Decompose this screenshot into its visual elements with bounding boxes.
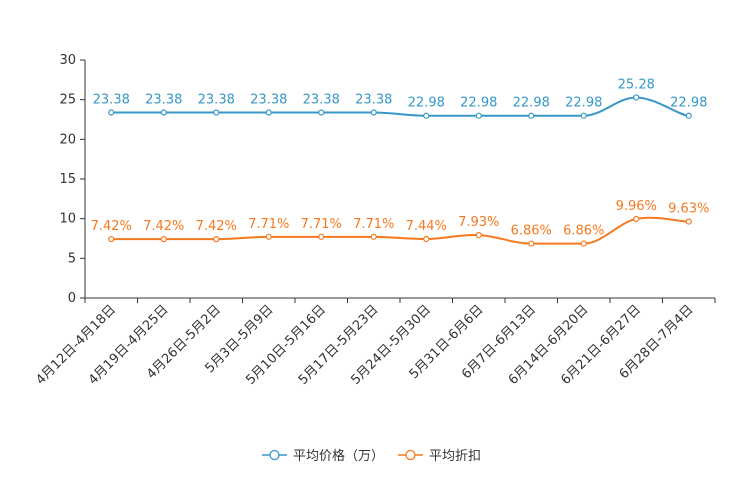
series-line <box>111 216 689 245</box>
legend-item-1[interactable]: 平均折扣 <box>398 449 481 464</box>
data-point[interactable] <box>580 112 587 119</box>
data-point[interactable] <box>475 112 482 119</box>
data-label: 7.71% <box>301 217 342 232</box>
data-point[interactable] <box>528 112 535 119</box>
data-point[interactable] <box>160 109 167 116</box>
data-label: 23.38 <box>303 93 340 108</box>
data-label: 22.98 <box>670 96 707 111</box>
data-point[interactable] <box>213 109 220 116</box>
data-label: 9.63% <box>668 202 709 217</box>
data-point[interactable] <box>423 112 430 119</box>
data-label: 7.42% <box>91 219 132 234</box>
data-point[interactable] <box>633 94 640 101</box>
legend-swatch-marker <box>269 449 280 461</box>
data-label: 6.86% <box>563 224 604 239</box>
y-tick-label: 20 <box>59 132 76 147</box>
data-label: 22.98 <box>460 96 497 111</box>
data-label: 25.28 <box>618 77 655 92</box>
y-tick-label: 15 <box>59 172 76 187</box>
data-point[interactable] <box>685 218 692 225</box>
data-label: 22.98 <box>513 96 550 111</box>
legend-swatch-marker <box>405 449 416 461</box>
data-label: 6.86% <box>511 224 552 239</box>
data-point[interactable] <box>265 109 272 116</box>
data-label: 23.38 <box>198 93 235 108</box>
legend-label: 平均价格（万） <box>293 448 384 464</box>
data-point[interactable] <box>370 109 377 116</box>
data-point[interactable] <box>265 233 272 240</box>
data-label: 7.42% <box>196 219 237 234</box>
series-line <box>111 96 689 117</box>
data-point[interactable] <box>475 231 482 239</box>
legend-label: 平均折扣 <box>429 449 481 464</box>
data-point[interactable] <box>633 215 640 223</box>
data-label: 22.98 <box>408 96 445 111</box>
y-tick-label: 0 <box>68 291 76 306</box>
data-label: 7.71% <box>248 217 289 232</box>
data-label: 7.71% <box>353 217 394 232</box>
series-0: 23.38 23.38 23.38 23.38 23.38 23.38 22.98 22.98… <box>93 77 707 119</box>
legend-item-0[interactable]: 平均价格（万） <box>262 448 384 464</box>
data-point[interactable] <box>528 240 535 247</box>
data-point[interactable] <box>318 233 325 240</box>
data-label: 23.38 <box>145 93 182 108</box>
data-point[interactable] <box>108 109 115 116</box>
y-tick-label: 30 <box>59 53 76 68</box>
data-point[interactable] <box>580 240 587 247</box>
series-layer: 23.38 23.38 23.38 23.38 23.38 23.38 22.98 22.98… <box>91 77 709 247</box>
series-1: 7.42% 7.42% 7.42% 7.71% 7.71% 7.71% 7.44% 7.93%… <box>91 199 709 247</box>
data-point[interactable] <box>423 235 430 243</box>
data-label: 9.96% <box>616 199 657 214</box>
data-point[interactable] <box>160 236 167 243</box>
data-label: 7.42% <box>143 219 184 234</box>
y-tick-label: 10 <box>59 212 76 227</box>
data-label: 7.93% <box>458 215 499 230</box>
data-point[interactable] <box>370 233 377 240</box>
y-tick-label: 5 <box>68 251 76 266</box>
data-label: 23.38 <box>93 93 130 108</box>
legend[interactable]: 平均价格（万） 平均折扣 <box>262 448 481 464</box>
data-point[interactable] <box>213 236 220 243</box>
data-label: 23.38 <box>250 93 287 108</box>
data-label: 22.98 <box>565 96 602 111</box>
y-tick-label: 25 <box>59 93 76 108</box>
data-label: 7.44% <box>406 219 447 234</box>
data-point[interactable] <box>108 236 115 243</box>
data-label: 23.38 <box>355 93 392 108</box>
data-point[interactable] <box>685 112 692 119</box>
data-point[interactable] <box>318 109 325 116</box>
